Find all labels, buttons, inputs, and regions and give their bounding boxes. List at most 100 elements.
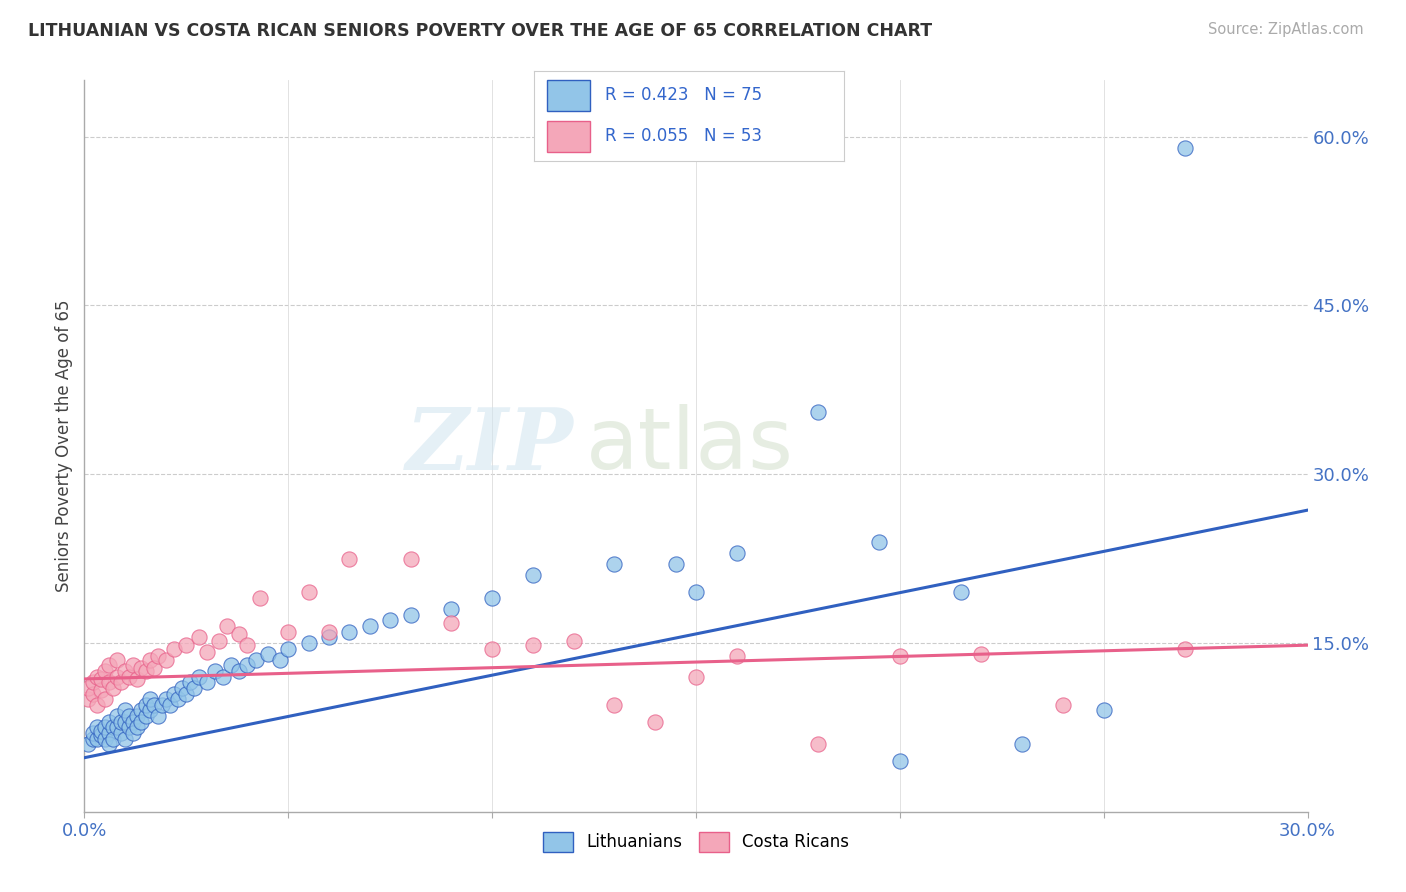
- Point: [644, 714, 666, 729]
- Point: [1052, 698, 1074, 712]
- Point: [685, 670, 707, 684]
- Point: [174, 638, 197, 652]
- Point: [90, 728, 112, 742]
- Point: [77, 681, 100, 695]
- Point: [318, 624, 340, 639]
- Point: [339, 551, 361, 566]
- FancyBboxPatch shape: [547, 80, 591, 111]
- Point: [269, 653, 291, 667]
- Point: [399, 551, 422, 566]
- Point: [142, 661, 165, 675]
- Point: [77, 737, 100, 751]
- Point: [1011, 737, 1033, 751]
- Point: [150, 698, 173, 712]
- Point: [298, 585, 321, 599]
- Point: [114, 731, 136, 746]
- Text: atlas: atlas: [586, 404, 794, 488]
- Point: [1174, 641, 1197, 656]
- Point: [399, 607, 422, 622]
- Point: [138, 703, 160, 717]
- Point: [481, 591, 503, 605]
- Point: [212, 670, 235, 684]
- Point: [138, 653, 160, 667]
- Point: [257, 647, 280, 661]
- Point: [90, 723, 112, 738]
- Point: [93, 664, 115, 678]
- Point: [807, 737, 830, 751]
- Point: [725, 546, 748, 560]
- FancyBboxPatch shape: [547, 121, 591, 152]
- Point: [1092, 703, 1115, 717]
- Point: [318, 630, 340, 644]
- Point: [440, 602, 463, 616]
- Point: [105, 670, 128, 684]
- Text: Source: ZipAtlas.com: Source: ZipAtlas.com: [1208, 22, 1364, 37]
- Point: [277, 641, 299, 656]
- Point: [118, 720, 141, 734]
- Point: [82, 675, 104, 690]
- Point: [97, 726, 120, 740]
- Point: [163, 641, 186, 656]
- Point: [97, 675, 120, 690]
- Point: [603, 557, 626, 571]
- Point: [114, 714, 136, 729]
- Point: [277, 624, 299, 639]
- Point: [380, 614, 402, 628]
- Point: [167, 692, 190, 706]
- Point: [131, 703, 153, 717]
- Point: [131, 714, 153, 729]
- Point: [127, 720, 149, 734]
- Point: [131, 661, 153, 675]
- Point: [110, 714, 132, 729]
- Point: [127, 709, 149, 723]
- Point: [208, 633, 231, 648]
- Point: [86, 670, 108, 684]
- Point: [298, 636, 321, 650]
- Point: [195, 645, 218, 659]
- Point: [172, 681, 194, 695]
- Point: [86, 698, 108, 712]
- Point: [118, 670, 141, 684]
- Point: [183, 681, 205, 695]
- Point: [204, 664, 226, 678]
- Text: R = 0.055   N = 53: R = 0.055 N = 53: [606, 128, 762, 145]
- Point: [187, 630, 209, 644]
- Point: [122, 714, 145, 729]
- Point: [122, 726, 145, 740]
- Point: [163, 687, 186, 701]
- Point: [522, 638, 544, 652]
- Point: [195, 675, 218, 690]
- Point: [603, 698, 626, 712]
- Point: [522, 568, 544, 582]
- Point: [869, 534, 891, 549]
- Point: [135, 709, 157, 723]
- Point: [142, 698, 165, 712]
- Point: [93, 731, 115, 746]
- Point: [665, 557, 688, 571]
- Point: [110, 675, 132, 690]
- Point: [228, 664, 250, 678]
- Text: ZIP: ZIP: [406, 404, 574, 488]
- Legend: Lithuanians, Costa Ricans: Lithuanians, Costa Ricans: [536, 826, 856, 858]
- Point: [93, 692, 115, 706]
- Point: [236, 658, 259, 673]
- Point: [155, 653, 177, 667]
- Point: [77, 692, 100, 706]
- Point: [685, 585, 707, 599]
- Point: [86, 720, 108, 734]
- Point: [970, 647, 993, 661]
- Y-axis label: Seniors Poverty Over the Age of 65: Seniors Poverty Over the Age of 65: [55, 300, 73, 592]
- Point: [562, 633, 585, 648]
- Point: [105, 709, 128, 723]
- Point: [440, 615, 463, 630]
- Point: [950, 585, 973, 599]
- Point: [481, 641, 503, 656]
- Point: [1174, 141, 1197, 155]
- Point: [105, 653, 128, 667]
- Point: [114, 703, 136, 717]
- Point: [118, 709, 141, 723]
- Point: [249, 591, 271, 605]
- Point: [90, 683, 112, 698]
- Point: [219, 658, 242, 673]
- Point: [101, 731, 124, 746]
